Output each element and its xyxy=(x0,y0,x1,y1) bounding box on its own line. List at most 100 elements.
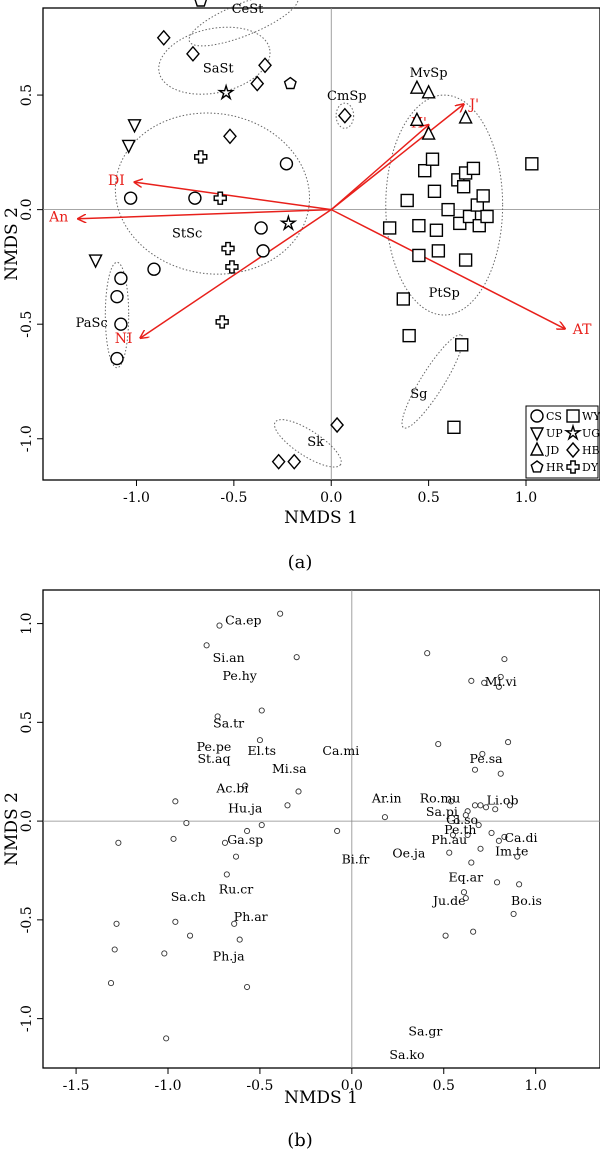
site-point-up xyxy=(88,254,103,269)
group-label: PtSp xyxy=(429,286,460,301)
group-label: CeSt xyxy=(232,2,265,17)
species-points-b xyxy=(107,610,523,1042)
species-point xyxy=(514,853,521,860)
site-point-wy xyxy=(441,202,455,217)
site-point-cs xyxy=(254,221,268,235)
site-point-wy xyxy=(412,248,426,263)
y-axis-label-a: NMDS 2 xyxy=(2,207,22,281)
species-point xyxy=(163,1035,170,1042)
species-point xyxy=(243,827,251,835)
vector-arrow xyxy=(330,125,428,211)
site-point-wy xyxy=(427,184,442,199)
species-label: Ca.ep xyxy=(225,613,261,628)
site-point-hb xyxy=(271,453,286,470)
site-point-hb xyxy=(250,75,265,92)
group-label: MvSp xyxy=(410,66,448,81)
species-point xyxy=(221,839,229,846)
species-label: Im.te xyxy=(495,844,528,859)
chart-panel-a: DIAnNIATH'J' CeStSaStCmSpMvSpStScPtSpPaS… xyxy=(2,0,600,573)
species-point xyxy=(170,835,177,842)
species-point xyxy=(187,932,194,939)
legend-symbol-ug xyxy=(563,423,583,441)
species-point xyxy=(232,853,240,860)
site-point-hr xyxy=(194,0,208,7)
species-point xyxy=(115,839,122,846)
vector-arrow xyxy=(78,208,332,219)
species-label: El.ts xyxy=(247,743,276,758)
site-point-hb xyxy=(330,416,345,434)
species-label: St.aq xyxy=(197,751,230,766)
panel-label-a: (a) xyxy=(288,552,313,573)
species-point xyxy=(475,821,482,829)
zero-lines-b xyxy=(43,590,600,1068)
y-tick-label-b: 1.0 xyxy=(19,612,35,634)
vector-arrow xyxy=(330,104,463,211)
species-point xyxy=(111,946,118,953)
species-point xyxy=(449,831,456,838)
site-point-hb xyxy=(287,453,302,470)
species-point xyxy=(471,802,479,809)
y-tick-label-a: 0.5 xyxy=(19,84,35,106)
species-point xyxy=(381,814,388,821)
species-point xyxy=(501,656,508,663)
site-point-wy xyxy=(382,221,397,235)
species-point xyxy=(223,871,230,878)
vector-label: DI xyxy=(108,173,125,189)
species-point xyxy=(494,879,501,886)
species-label: Pe.th xyxy=(444,822,476,837)
species-label: Si.an xyxy=(213,650,245,665)
site-point-jd xyxy=(458,109,473,124)
group-label: Sk xyxy=(307,435,324,450)
site-point-cs xyxy=(110,351,124,366)
species-label: Sa.ch xyxy=(171,889,206,904)
species-label: Eq.ar xyxy=(449,869,484,884)
y-tick-label-a: 0.0 xyxy=(19,198,35,220)
y-axis-label-b: NMDS 2 xyxy=(2,792,22,866)
site-point-hb xyxy=(337,107,352,124)
species-label: Ca.mi xyxy=(322,743,359,758)
species-label: Pe.hy xyxy=(223,668,258,683)
species-point xyxy=(231,920,238,927)
site-point-wy xyxy=(396,292,410,306)
species-point xyxy=(446,849,453,856)
species-point xyxy=(334,827,341,835)
site-points-a xyxy=(88,0,539,470)
species-label: Hu.ja xyxy=(228,800,263,815)
species-point xyxy=(464,831,471,838)
species-label: Ph.ar xyxy=(234,909,268,924)
site-point-up xyxy=(121,139,136,155)
group-label: CmSp xyxy=(327,89,367,104)
species-point xyxy=(505,739,512,746)
group-label: SaSt xyxy=(203,62,235,77)
species-label: Sa.gr xyxy=(408,1023,442,1038)
species-point xyxy=(448,798,455,805)
species-label: Ar.in xyxy=(371,790,402,805)
species-label: Li.ob xyxy=(487,792,519,807)
vector-label: NI xyxy=(115,331,133,347)
site-point-dy xyxy=(213,191,227,205)
species-point xyxy=(495,837,502,844)
group-labels-a: CeSt SaSt CmSp MvSp StSc PtSp PaSc Sg Sk xyxy=(76,2,460,450)
species-label: Bo.is xyxy=(511,893,542,908)
site-point-ug xyxy=(279,214,298,231)
site-point-wy xyxy=(418,163,432,178)
legend-symbol-cs xyxy=(530,409,544,423)
site-point-wy xyxy=(425,152,440,166)
env-vectors-a: DIAnNIATH'J' xyxy=(48,97,592,347)
group-ellipse-ptsp xyxy=(385,94,504,316)
species-label: Ca.di xyxy=(504,830,537,845)
site-point-wy xyxy=(453,216,467,231)
legend-label: DY xyxy=(582,461,599,474)
species-point xyxy=(468,859,475,866)
species-point xyxy=(236,936,243,943)
site-point-dy xyxy=(194,150,208,164)
site-point-hb xyxy=(258,57,272,74)
group-label: PaSc xyxy=(76,316,108,331)
species-point xyxy=(516,881,523,888)
y-tick-label-b: 0.5 xyxy=(19,711,35,733)
species-point xyxy=(497,770,504,777)
species-point xyxy=(113,920,120,927)
species-point xyxy=(510,910,517,917)
site-point-wy xyxy=(402,328,416,343)
site-point-hb xyxy=(186,45,200,62)
